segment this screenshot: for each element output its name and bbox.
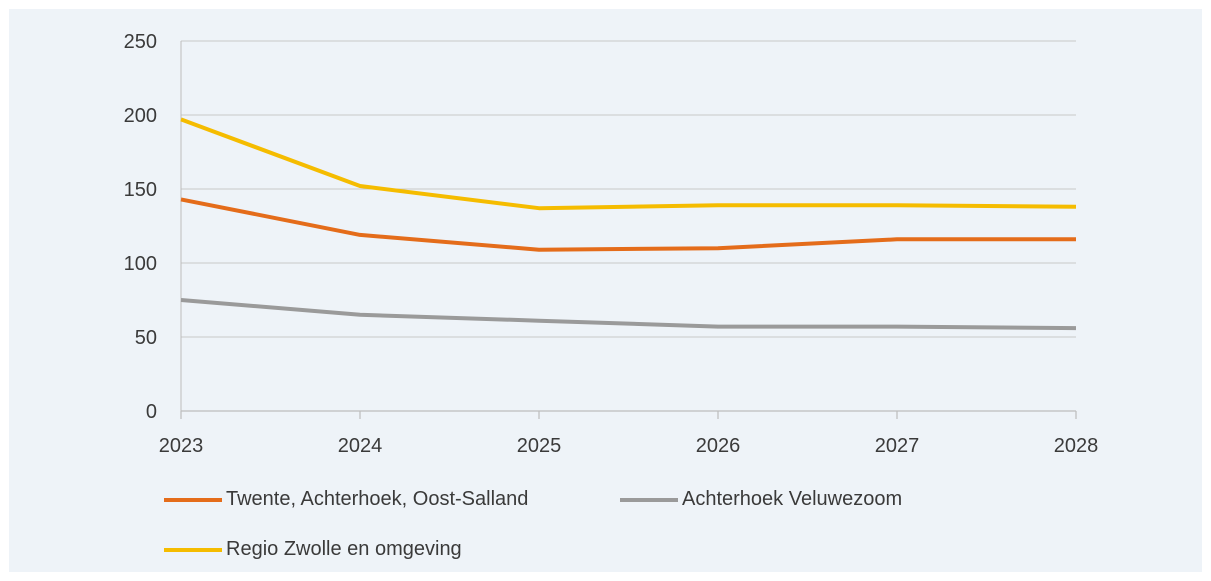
x-tick-label: 2024	[338, 435, 383, 457]
x-tick-label: 2026	[696, 435, 741, 457]
legend-item-achterhoek-veluwezoom: Achterhoek Veluwezoom	[620, 488, 902, 511]
series-line-0	[180, 197, 1076, 252]
legend-swatch-regio-zwolle	[164, 547, 222, 552]
y-tick-label: 250	[124, 31, 157, 53]
series-lines	[180, 117, 1077, 331]
x-tick-label: 2028	[1054, 435, 1099, 457]
y-axis: 0 50 100 150 200 250	[124, 31, 157, 423]
y-tick-label: 150	[124, 179, 157, 201]
legend-item-twente: Twente, Achterhoek, Oost-Salland	[164, 488, 528, 511]
x-tick-label: 2023	[159, 435, 204, 457]
y-tick-label: 100	[124, 253, 157, 275]
legend-item-regio-zwolle: Regio Zwolle en omgeving	[164, 538, 462, 561]
legend-label-regio-zwolle: Regio Zwolle en omgeving	[226, 538, 462, 560]
series-line-1	[180, 298, 1077, 331]
legend-swatch-twente	[164, 497, 222, 502]
y-tick-label: 50	[135, 327, 157, 349]
gridlines	[181, 40, 1076, 338]
legend-label-twente: Twente, Achterhoek, Oost-Salland	[226, 488, 529, 510]
legend-swatch-achterhoek-veluwezoom	[620, 497, 678, 502]
series-line-2	[180, 117, 1077, 211]
legend-label-achterhoek-veluwezoom: Achterhoek Veluwezoom	[682, 488, 903, 510]
x-tick-label: 2025	[517, 435, 562, 457]
x-tick-label: 2027	[875, 435, 920, 457]
chart-panel	[9, 9, 1202, 572]
x-axis-labels: 2023 2024 2025 2026 2027 2028	[159, 435, 1099, 457]
x-axis	[180, 41, 1077, 419]
y-tick-label: 0	[146, 401, 157, 423]
y-tick-label: 200	[124, 105, 157, 127]
